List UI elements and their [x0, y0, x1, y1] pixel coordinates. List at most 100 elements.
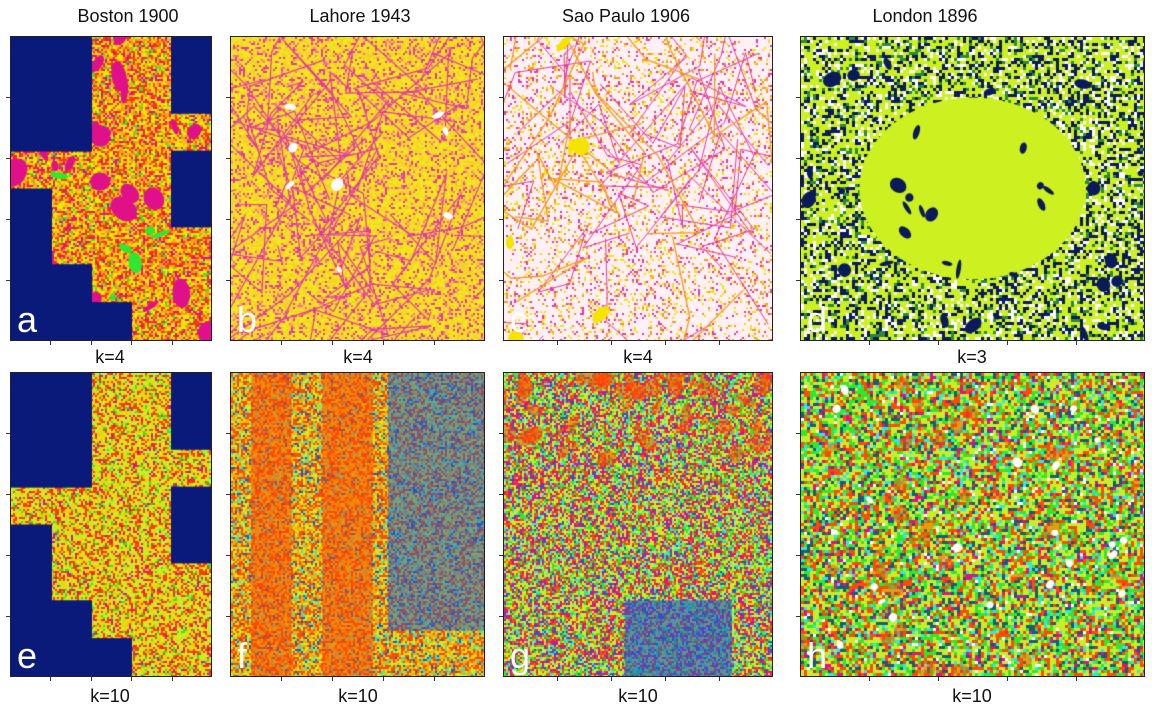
panel-letter-a: a	[17, 299, 38, 340]
axis-tick	[332, 341, 333, 345]
axis-tick	[1076, 341, 1077, 345]
axis-tick	[131, 677, 132, 681]
axis-tick	[499, 219, 503, 220]
k-label-b: k=4	[343, 347, 373, 367]
axis-tick	[557, 677, 558, 681]
axis-tick	[719, 341, 720, 345]
axis-tick	[6, 219, 10, 220]
cluster-map-lahore-k4	[231, 37, 484, 340]
map-panel-d: d	[800, 36, 1145, 341]
k-label-c: k=4	[623, 347, 653, 367]
axis-tick	[796, 433, 800, 434]
axis-tick	[938, 341, 939, 345]
column-title-lahore: Lahore 1943	[309, 6, 411, 26]
axis-tick	[6, 158, 10, 159]
axis-tick	[665, 341, 666, 345]
axis-tick	[1076, 677, 1077, 681]
axis-tick	[172, 677, 173, 681]
panel-letter-h: h	[807, 635, 828, 676]
axis-tick	[226, 158, 230, 159]
axis-tick	[226, 219, 230, 220]
cluster-map-london-k3	[801, 37, 1144, 340]
axis-tick	[1007, 677, 1008, 681]
axis-tick	[332, 677, 333, 681]
map-panel-e: e	[10, 372, 212, 677]
cluster-map-boston-k10	[11, 373, 211, 676]
axis-tick	[226, 280, 230, 281]
axis-tick	[499, 97, 503, 98]
axis-tick	[6, 97, 10, 98]
axis-tick	[796, 280, 800, 281]
axis-tick	[172, 341, 173, 345]
cluster-map-london-k10	[801, 373, 1144, 676]
axis-tick	[226, 555, 230, 556]
axis-tick	[796, 616, 800, 617]
panel-letter-c: c	[510, 299, 528, 340]
axis-tick	[499, 433, 503, 434]
axis-tick	[796, 158, 800, 159]
axis-tick	[226, 433, 230, 434]
map-panel-f: f	[230, 372, 485, 677]
axis-tick	[131, 341, 132, 345]
axis-tick	[226, 97, 230, 98]
axis-tick	[869, 677, 870, 681]
axis-tick	[869, 341, 870, 345]
axis-tick	[434, 341, 435, 345]
axis-tick	[91, 341, 92, 345]
k-label-g: k=10	[618, 686, 658, 706]
axis-tick	[6, 616, 10, 617]
cluster-map-sao-paulo-k10	[504, 373, 772, 676]
axis-tick	[796, 555, 800, 556]
axis-tick	[6, 555, 10, 556]
column-title-london: London 1896	[872, 6, 978, 26]
axis-tick	[6, 433, 10, 434]
map-panel-g: g	[503, 372, 773, 677]
axis-tick	[796, 219, 800, 220]
axis-tick	[796, 97, 800, 98]
cluster-map-sao-paulo-k4	[504, 37, 772, 340]
map-panel-h: h	[800, 372, 1145, 677]
axis-tick	[557, 341, 558, 345]
axis-tick	[499, 555, 503, 556]
axis-tick	[499, 280, 503, 281]
axis-tick	[499, 494, 503, 495]
map-panel-c: c	[503, 36, 773, 341]
column-title-boston: Boston 1900	[77, 6, 179, 26]
axis-tick	[1007, 341, 1008, 345]
axis-tick	[665, 677, 666, 681]
k-label-h: k=10	[952, 686, 992, 706]
panel-letter-f: f	[237, 635, 248, 676]
k-label-f: k=10	[338, 686, 378, 706]
panel-letter-g: g	[510, 635, 531, 676]
axis-tick	[611, 677, 612, 681]
axis-tick	[50, 677, 51, 681]
axis-tick	[281, 677, 282, 681]
cluster-map-lahore-k10	[231, 373, 484, 676]
axis-tick	[226, 616, 230, 617]
k-label-d: k=3	[957, 347, 987, 367]
axis-tick	[6, 280, 10, 281]
axis-tick	[383, 677, 384, 681]
panel-letter-e: e	[17, 635, 38, 676]
k-label-a: k=4	[95, 347, 125, 367]
panel-letter-b: b	[237, 299, 258, 340]
axis-tick	[719, 677, 720, 681]
axis-tick	[383, 341, 384, 345]
k-label-e: k=10	[90, 686, 130, 706]
axis-tick	[434, 677, 435, 681]
axis-tick	[91, 677, 92, 681]
map-panel-a: a	[10, 36, 212, 341]
axis-tick	[499, 616, 503, 617]
axis-tick	[281, 341, 282, 345]
axis-tick	[938, 677, 939, 681]
cluster-map-boston-k4	[11, 37, 211, 340]
axis-tick	[226, 494, 230, 495]
map-panel-b: b	[230, 36, 485, 341]
axis-tick	[6, 494, 10, 495]
axis-tick	[50, 341, 51, 345]
axis-tick	[796, 494, 800, 495]
axis-tick	[611, 341, 612, 345]
axis-tick	[499, 158, 503, 159]
panel-letter-d: d	[807, 299, 828, 340]
column-title-sao-paulo: Sao Paulo 1906	[561, 6, 691, 26]
